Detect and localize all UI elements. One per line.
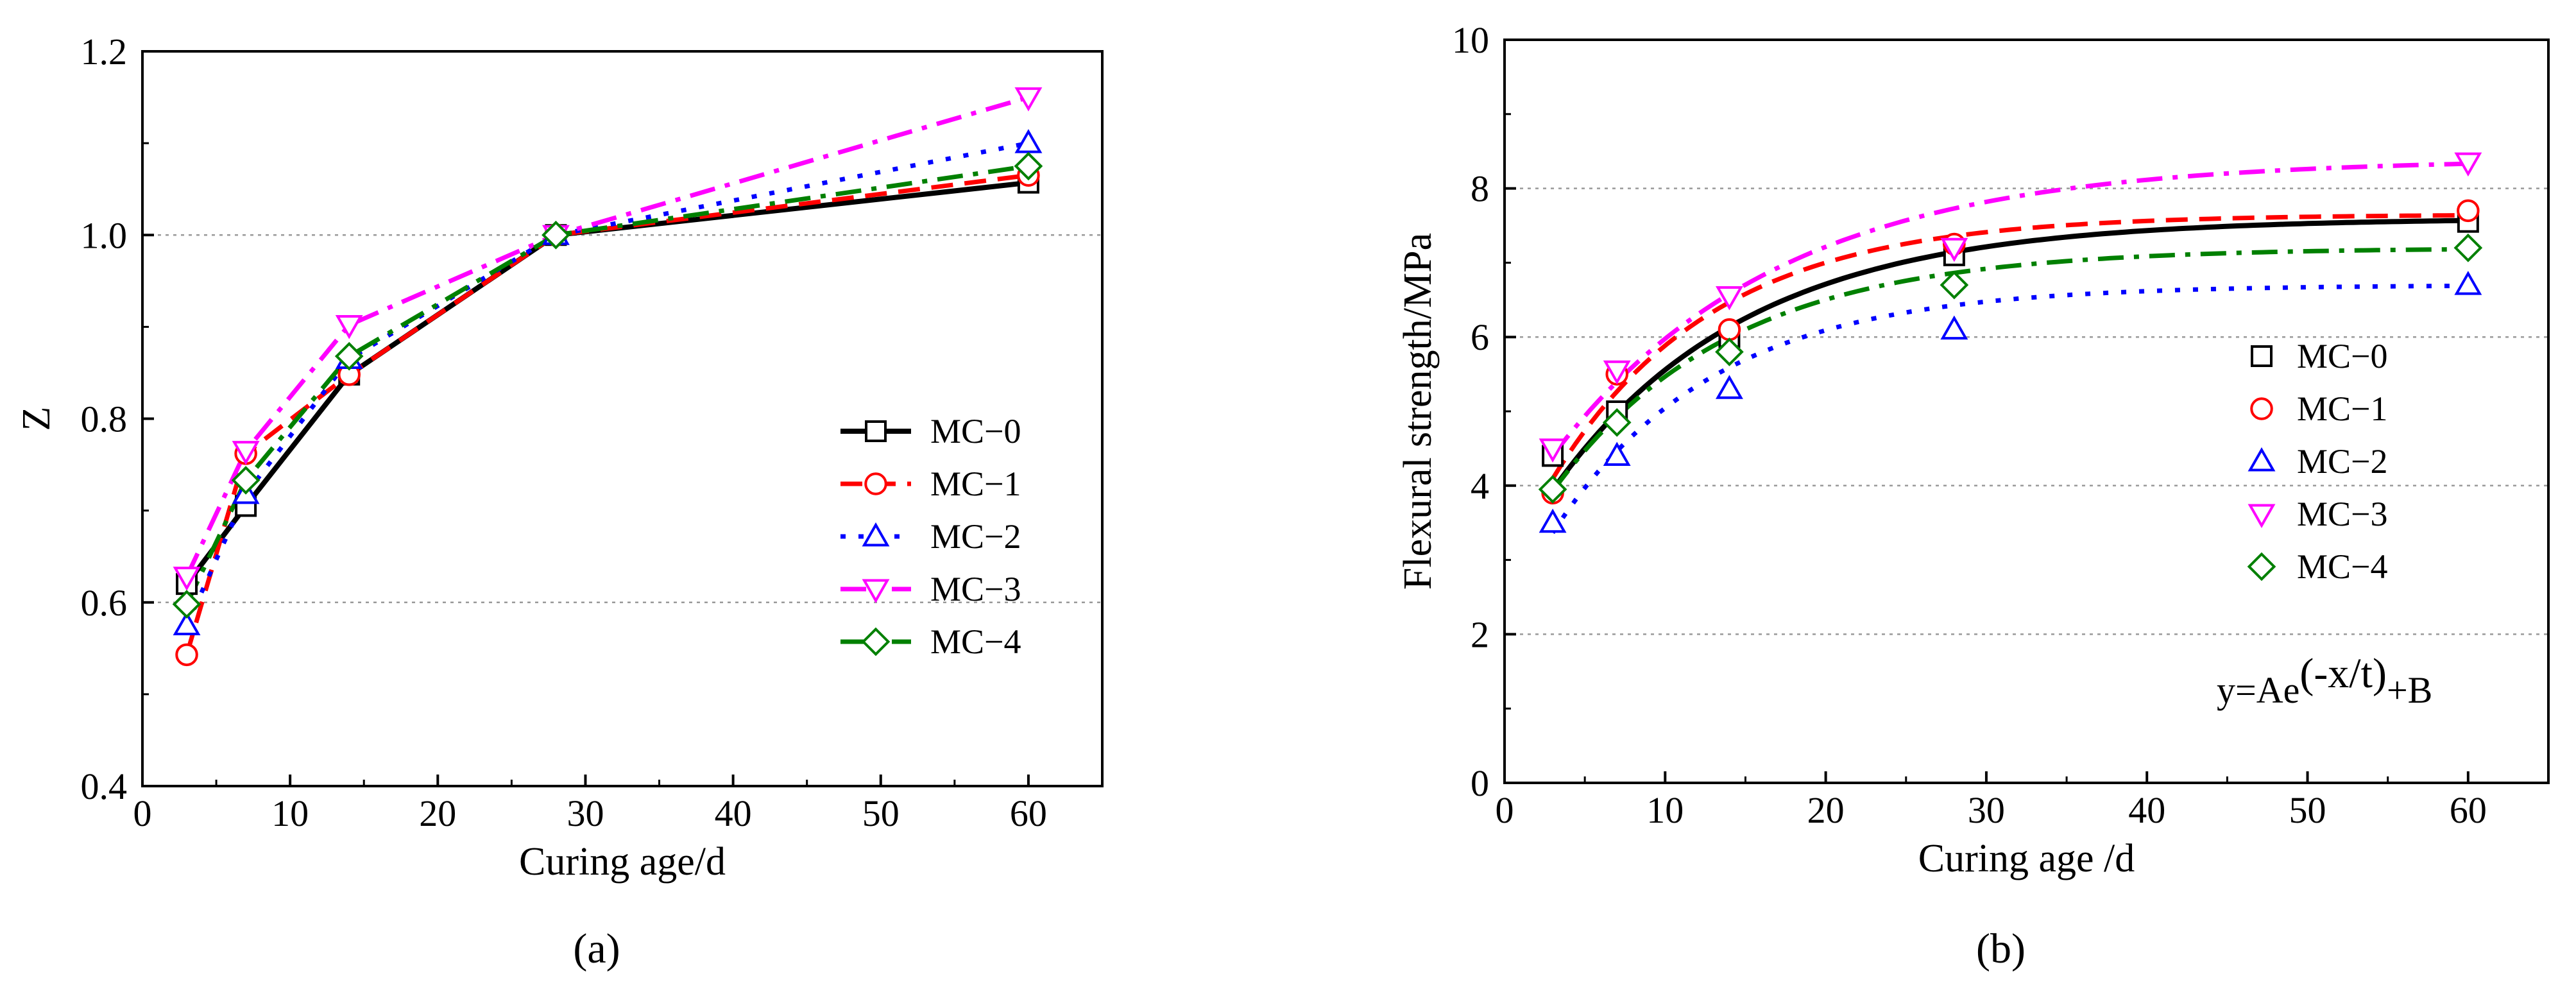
y-axis-title: Flexural strength/MPa bbox=[1396, 233, 1440, 590]
x-tick-label: 60 bbox=[2450, 789, 2487, 831]
data-point-series-4 bbox=[2453, 233, 2483, 262]
data-point-series-4 bbox=[542, 220, 570, 250]
data-point-series-2 bbox=[1539, 508, 1567, 533]
legend-label-3: MC−3 bbox=[930, 570, 1021, 608]
x-tick-label: 40 bbox=[2128, 789, 2165, 831]
y-tick-label: 0.8 bbox=[81, 398, 128, 440]
legend-marker-0 bbox=[865, 420, 887, 442]
x-axis-title: Curing age/d bbox=[519, 840, 726, 884]
legend-label-2: MC−2 bbox=[2297, 442, 2388, 481]
x-tick-label: 10 bbox=[1646, 789, 1684, 831]
series-line-0 bbox=[1550, 218, 2468, 492]
legend-marker-1 bbox=[2250, 397, 2273, 420]
data-point-series-4 bbox=[334, 341, 364, 371]
series-line-3 bbox=[1551, 161, 2468, 458]
data-point-series-4 bbox=[1715, 338, 1744, 366]
y-tick-label: 8 bbox=[1471, 168, 1489, 210]
legend-label-2: MC−2 bbox=[930, 517, 1021, 556]
y-tick-label: 2 bbox=[1471, 613, 1489, 655]
data-point-series-2 bbox=[173, 611, 201, 636]
y-tick-label: 0.4 bbox=[81, 766, 128, 807]
legend-label-1: MC−1 bbox=[2297, 390, 2388, 428]
data-point-series-4 bbox=[1014, 151, 1043, 181]
legend-label-3: MC−3 bbox=[2297, 495, 2388, 533]
legend-marker-3 bbox=[862, 579, 890, 604]
series-line-4 bbox=[1551, 246, 2468, 493]
x-tick-label: 0 bbox=[1496, 789, 1514, 831]
x-tick-label: 50 bbox=[2289, 789, 2326, 831]
legend-label-0: MC−0 bbox=[2297, 337, 2388, 375]
y-tick-label: 10 bbox=[1452, 19, 1489, 61]
series-line-2 bbox=[184, 141, 1029, 626]
data-point-series-1 bbox=[1718, 318, 1741, 341]
x-tick-label: 0 bbox=[133, 792, 152, 834]
data-point-series-2 bbox=[1014, 129, 1043, 153]
data-point-series-3 bbox=[1014, 87, 1043, 112]
x-tick-label: 10 bbox=[271, 792, 309, 834]
y-tick-label: 0 bbox=[1471, 762, 1489, 804]
series-line-0 bbox=[184, 180, 1029, 586]
x-tick-label: 60 bbox=[1010, 792, 1047, 834]
data-point-series-2 bbox=[1715, 375, 1743, 399]
data-point-series-2 bbox=[2454, 271, 2482, 295]
x-tick-label: 30 bbox=[567, 792, 604, 834]
y-tick-label: 1.2 bbox=[81, 31, 128, 73]
fit-equation-suffix: +B bbox=[2387, 669, 2432, 711]
x-tick-label: 20 bbox=[1807, 789, 1845, 831]
y-axis-title: Z bbox=[15, 407, 58, 431]
y-tick-label: 0.6 bbox=[81, 582, 128, 624]
data-point-series-1 bbox=[2457, 199, 2480, 223]
legend-marker-4 bbox=[2247, 552, 2276, 581]
data-point-series-3 bbox=[2454, 152, 2482, 177]
panel-label: (b) bbox=[1976, 925, 2026, 972]
data-point-series-3 bbox=[1539, 438, 1567, 463]
data-point-series-3 bbox=[335, 315, 363, 339]
legend-label-0: MC−0 bbox=[930, 412, 1021, 450]
fit-equation: y=Ae(-x/t)+B bbox=[2217, 650, 2432, 711]
series-line-1 bbox=[1551, 213, 2468, 480]
x-tick-label: 40 bbox=[715, 792, 752, 834]
legend-label-4: MC−4 bbox=[930, 622, 1021, 661]
x-axis-title: Curing age /d bbox=[1918, 837, 2135, 880]
data-point-series-4 bbox=[1940, 270, 1969, 300]
series-line-1 bbox=[184, 173, 1029, 656]
data-point-series-3 bbox=[1715, 286, 1743, 311]
data-point-series-4 bbox=[1602, 408, 1632, 437]
data-point-series-4 bbox=[172, 590, 201, 619]
panel-a-chart: 0 10 20 30 40 50 60 0.4 0.6 0.8 1.0 1.2 Curing age/d… bbox=[15, 31, 1104, 972]
legend-marker-2 bbox=[2248, 447, 2276, 472]
y-tick-label: 1.0 bbox=[81, 214, 128, 256]
data-point-series-3 bbox=[173, 567, 201, 591]
data-point-series-2 bbox=[1603, 441, 1631, 466]
x-tick-label: 20 bbox=[419, 792, 456, 834]
data-point-series-2 bbox=[1940, 315, 1968, 340]
data-point-series-1 bbox=[175, 643, 198, 667]
data-point-series-4 bbox=[231, 466, 260, 495]
series-line-3 bbox=[184, 95, 1029, 578]
fit-equation-exponent: (-x/t) bbox=[2299, 650, 2387, 697]
legend-label-4: MC−4 bbox=[2297, 547, 2388, 586]
x-tick-label: 30 bbox=[1968, 789, 2005, 831]
panel-b-chart: 0 10 20 30 40 50 60 0 2 4 6 8 10 Curing age /d Flexura… bbox=[1396, 19, 2550, 972]
data-point-series-3 bbox=[1603, 360, 1631, 385]
panel-label: (a) bbox=[573, 925, 620, 972]
legend-marker-0 bbox=[2251, 345, 2273, 367]
legend-marker-3 bbox=[2248, 504, 2276, 529]
legend-marker-4 bbox=[861, 627, 891, 656]
fit-equation-base: y=Ae bbox=[2217, 669, 2299, 711]
legend-marker-2 bbox=[862, 522, 890, 547]
series-line-2 bbox=[1551, 283, 2468, 535]
y-tick-label: 6 bbox=[1471, 316, 1489, 358]
x-tick-label: 50 bbox=[862, 792, 900, 834]
data-point-series-3 bbox=[232, 441, 260, 465]
y-tick-label: 4 bbox=[1471, 465, 1489, 507]
series-line-4 bbox=[184, 164, 1029, 606]
legend-marker-1 bbox=[864, 472, 887, 495]
data-point-series-4 bbox=[1538, 475, 1567, 504]
legend-label-1: MC−1 bbox=[930, 465, 1021, 503]
data-point-series-3 bbox=[1940, 237, 1968, 262]
